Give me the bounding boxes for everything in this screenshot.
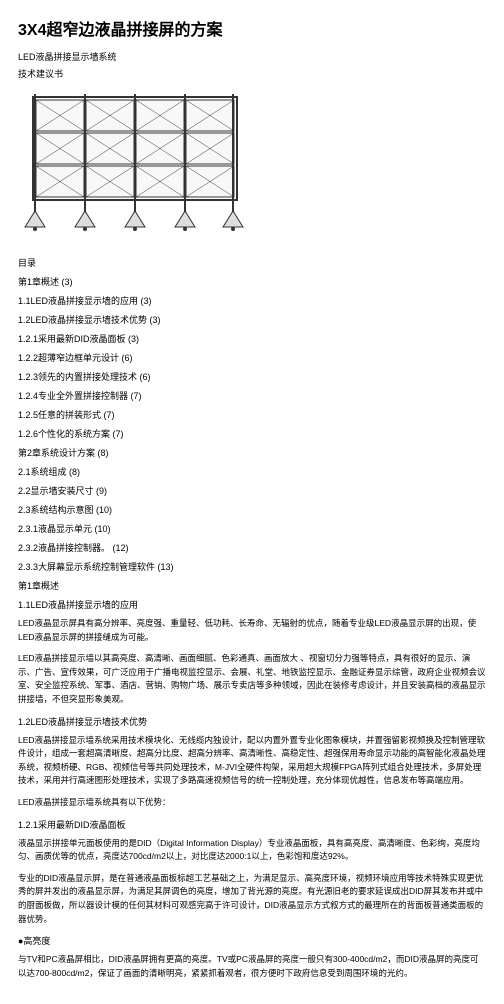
toc-item: 2.3.2液晶拼接控制器。 (12) xyxy=(18,541,486,554)
toc-item: 1.2.2超薄窄边框单元设计 (6) xyxy=(18,351,486,364)
paragraph: 与TV和PC液晶屏相比，DID液晶屏拥有更高的亮度。TV或PC液晶屏的亮度一般只… xyxy=(18,953,486,980)
page-title: 3X4超窄边液晶拼接屏的方案 xyxy=(18,16,486,40)
paragraph: LED液晶拼接显示墙系统采用技术模块化、无线缆内独设计，配以内置外置专业化图象模… xyxy=(18,734,486,788)
toc-item: 2.3.3大屏幕显示系统控制管理软件 (13) xyxy=(18,560,486,573)
subtitle-1: LED液晶拼接显示墙系统 xyxy=(18,50,486,63)
section-heading: 1.2.1采用最新DID液晶面板 xyxy=(18,818,486,831)
toc-item: 1.2.3领先的内置拼接处理技术 (6) xyxy=(18,370,486,383)
toc-item: 第2章系统设计方案 (8) xyxy=(18,446,486,459)
toc-item: 2.1系统组成 (8) xyxy=(18,465,486,478)
section-heading: 第1章概述 xyxy=(18,579,486,592)
toc-item: 第1章概述 (3) xyxy=(18,275,486,288)
paragraph: LED液晶拼接显示墙以其高亮度、高清晰、画面细腻、色彩通真、画面放大 、视窗切分… xyxy=(18,652,486,706)
toc-item: 2.3系统结构示意图 (10) xyxy=(18,503,486,516)
section-heading: 1.2LED液晶拼接显示墙技术优势 xyxy=(18,715,486,728)
video-wall-figure xyxy=(18,90,486,238)
toc-item: 1.2LED液晶拼接显示墙技术优势 (3) xyxy=(18,313,486,326)
toc-item: 1.1LED液晶拼接显示墙的应用 (3) xyxy=(18,294,486,307)
toc-item: 1.2.5任意的拼装形式 (7) xyxy=(18,408,486,421)
toc-list: 第1章概述 (3) 1.1LED液晶拼接显示墙的应用 (3) 1.2LED液晶拼接显… xyxy=(18,275,486,573)
subtitle-2: 技术建议书 xyxy=(18,67,486,80)
toc-item: 1.2.6个性化的系统方案 (7) xyxy=(18,427,486,440)
toc-item: 1.2.1采用最新DID液晶面板 (3) xyxy=(18,332,486,345)
section-heading: 1.1LED液晶拼接显示墙的应用 xyxy=(18,598,486,611)
toc-item: 2.3.1液晶显示单元 (10) xyxy=(18,522,486,535)
paragraph: 液晶显示拼接单元面板使用的是DID（Digital Information Di… xyxy=(18,837,486,864)
paragraph: LED液晶拼接显示墙系统具有以下优势： xyxy=(18,796,486,810)
toc-item: 1.2.4专业全外置拼接控制器 (7) xyxy=(18,389,486,402)
bullet-item: ●高亮度 xyxy=(18,934,486,947)
body-sections: 第1章概述 1.1LED液晶拼接显示墙的应用 LED液晶显示屏具有高分辨率、亮度强、… xyxy=(18,579,486,980)
toc-item: 2.2显示墙安装尺寸 (9) xyxy=(18,484,486,497)
paragraph: 专业的DID液晶显示屏，是在普通液晶面板标超工艺基础之上，为满足显示、高亮度环境… xyxy=(18,872,486,926)
toc-label: 目录 xyxy=(18,256,486,269)
paragraph: LED液晶显示屏具有高分辨率、亮度强、重量轻、低功耗、长寿命、无辐射的优点，随着… xyxy=(18,617,486,644)
